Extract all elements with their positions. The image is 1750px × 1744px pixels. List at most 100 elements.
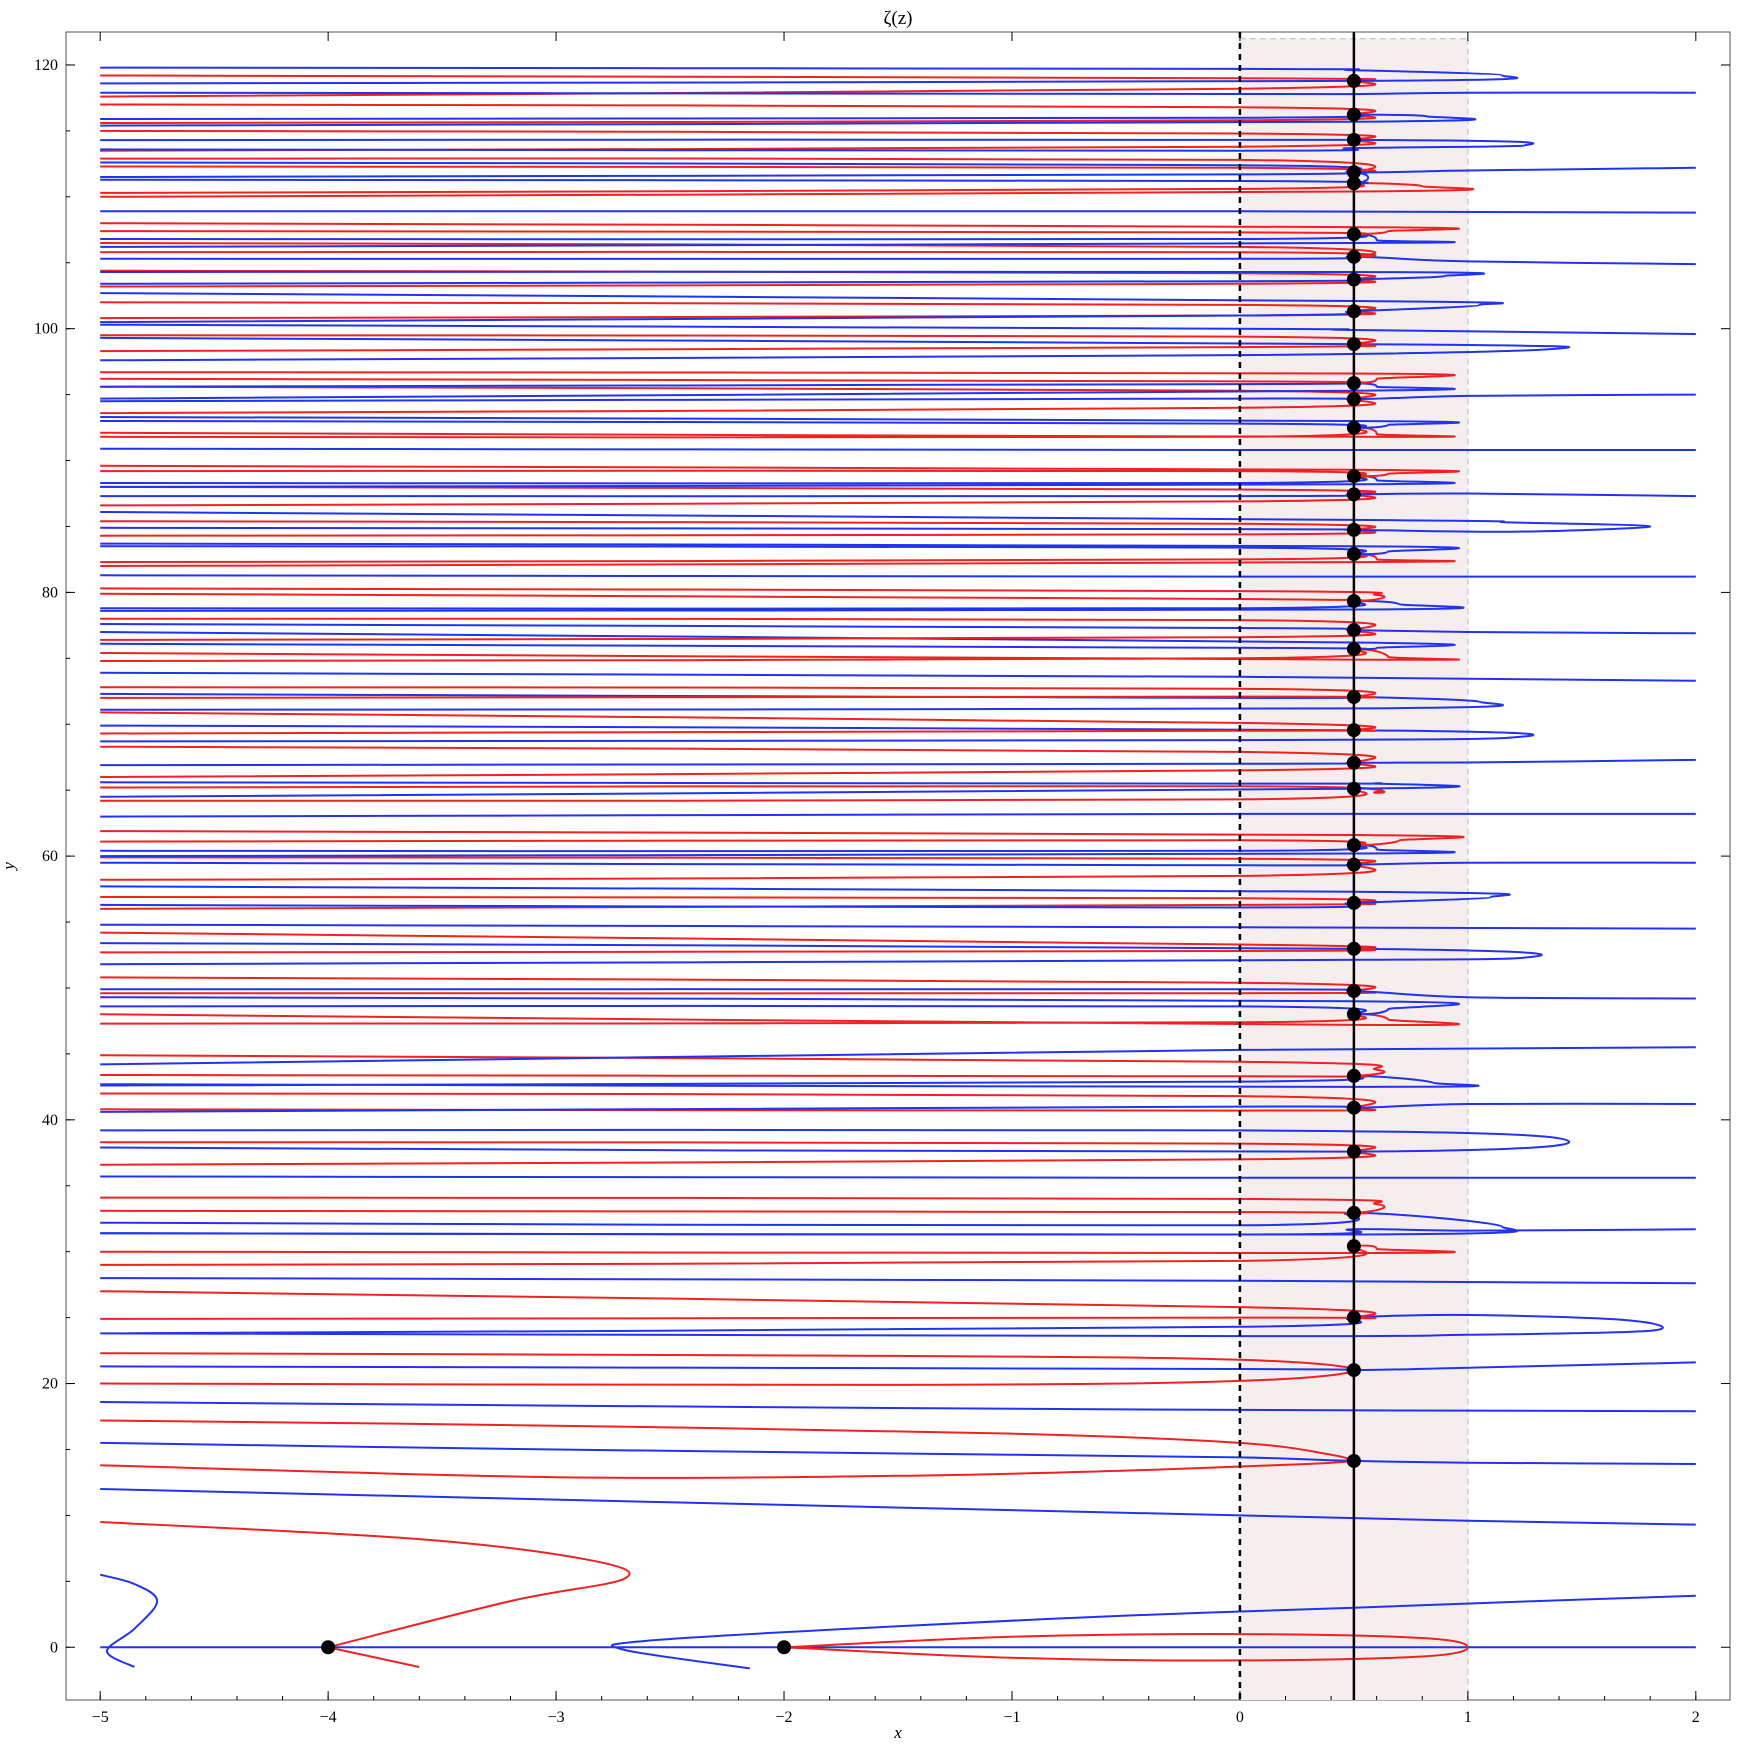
curve-red-30 — [100, 976, 1377, 995]
zero-point-34 — [1346, 227, 1361, 242]
zero-point-7 — [1346, 1144, 1361, 1159]
curve-red-14 — [100, 1290, 1377, 1320]
zero-point-10 — [1346, 1007, 1361, 1022]
curve-blue-39 — [100, 844, 1456, 858]
zero-point-4 — [1346, 1310, 1361, 1325]
curve-blue-92 — [100, 113, 1477, 127]
curve-red-83 — [100, 222, 1460, 236]
y-axis-label: y — [0, 862, 18, 872]
curve-blue-95 — [100, 66, 1519, 85]
curve-red-16 — [100, 1244, 1456, 1266]
curve-blue-43 — [100, 781, 1461, 798]
x-tick-label: −5 — [92, 1709, 109, 1726]
zero-point-38 — [1346, 107, 1361, 122]
x-tick-label: 1 — [1464, 1709, 1472, 1726]
curve-blue-84 — [100, 210, 1696, 214]
zero-point-23 — [1346, 547, 1361, 562]
x-axis-label: x — [893, 1723, 902, 1742]
zero-point-31 — [1346, 304, 1361, 319]
curve-blue-50 — [100, 671, 1696, 682]
y-tick-label: 20 — [42, 1376, 58, 1393]
curve-red-37 — [100, 856, 1377, 881]
curve-blue-73 — [100, 336, 1571, 362]
zero-point-2 — [1346, 1453, 1361, 1468]
zero-point-24 — [1346, 522, 1361, 537]
y-tick-label: 80 — [42, 584, 58, 601]
curve-red-58 — [100, 553, 1456, 567]
zero-point-13 — [1346, 895, 1361, 910]
x-tick-label: −3 — [548, 1709, 565, 1726]
curve-red-40 — [100, 830, 1465, 847]
curve-blue-68 — [100, 416, 1460, 429]
y-tick-label: 60 — [42, 848, 58, 865]
chart-title: ζ(z) — [884, 8, 913, 29]
curve-blue-61 — [100, 511, 1652, 533]
curve-blue-90 — [100, 138, 1535, 152]
curve-red-85 — [100, 182, 1475, 198]
curve-red-21 — [100, 1141, 1377, 1166]
y-tick-label: 40 — [42, 1112, 58, 1129]
zero-point-33 — [1346, 249, 1361, 264]
zero-point-25 — [1346, 487, 1361, 502]
x-tick-label: −2 — [776, 1709, 793, 1726]
curve-red-72 — [100, 371, 1456, 385]
zero-point-37 — [1346, 132, 1361, 147]
curve-blue-79 — [100, 270, 1486, 285]
curve-blue-10 — [100, 1401, 1696, 1413]
x-tick-label: −4 — [320, 1709, 337, 1726]
curve-blue-75 — [100, 323, 1696, 335]
zero-point-26 — [1346, 469, 1361, 484]
zero-point-11 — [1346, 984, 1361, 999]
curve-red-51 — [100, 648, 1460, 662]
curve-red-4 — [783, 1633, 1469, 1662]
curve-blue-41 — [100, 812, 1696, 818]
zero-point-36 — [1346, 165, 1361, 180]
y-tick-label: 100 — [34, 321, 58, 338]
curve-blue-55 — [100, 599, 1465, 612]
curve-red-19 — [100, 1196, 1386, 1215]
zero-point-8 — [1346, 1100, 1361, 1115]
curve-blue-94 — [100, 91, 1696, 96]
curve-red-1 — [327, 1646, 420, 1668]
zeros-layer — [321, 73, 1361, 1655]
x-tick-label: 2 — [1692, 1709, 1700, 1726]
curve-blue-86 — [100, 170, 1370, 185]
curve-red-9 — [100, 1419, 1355, 1462]
curve-blue-8 — [100, 1441, 1696, 1465]
curve-blue-46 — [100, 724, 1535, 743]
curve-blue-66 — [100, 447, 1696, 452]
curve-red-56 — [100, 587, 1386, 603]
curve-blue-29 — [100, 996, 1460, 1016]
curve-blue-22 — [100, 1128, 1571, 1153]
zero-point-9 — [1346, 1068, 1361, 1083]
zero-point-20 — [1346, 642, 1361, 657]
curve-blue-32 — [100, 942, 1543, 966]
curve-blue-13 — [100, 1313, 1664, 1338]
curve-blue-77 — [100, 292, 1504, 324]
curve-red-44 — [100, 745, 1377, 778]
zero-point-21 — [1346, 623, 1361, 638]
curve-blue-36 — [100, 885, 1511, 909]
zero-point-35 — [1346, 176, 1361, 191]
zero-point-12 — [1346, 941, 1361, 956]
curve-red-49 — [100, 686, 1377, 699]
zero-point-32 — [1346, 272, 1361, 287]
zero-point-39 — [1346, 73, 1361, 88]
curve-red-91 — [100, 103, 1377, 124]
zero-point-6 — [1346, 1205, 1361, 1220]
zero-point-3 — [1346, 1363, 1361, 1378]
curve-blue-3 — [99, 1573, 159, 1668]
zero-point-17 — [1346, 755, 1361, 770]
curve-blue-6 — [100, 1488, 1696, 1526]
curve-red-42 — [100, 784, 1386, 802]
y-tick-label: 120 — [34, 57, 58, 74]
curve-red-47 — [100, 711, 1377, 735]
y-tick-label: 0 — [50, 1639, 58, 1656]
zero-point-1 — [777, 1640, 792, 1655]
zero-point-15 — [1346, 838, 1361, 853]
curve-blue-59 — [100, 542, 1460, 556]
x-tick-label: −1 — [1003, 1709, 1020, 1726]
curve-blue-20 — [100, 1175, 1696, 1179]
curve-red-2 — [100, 1521, 631, 1649]
